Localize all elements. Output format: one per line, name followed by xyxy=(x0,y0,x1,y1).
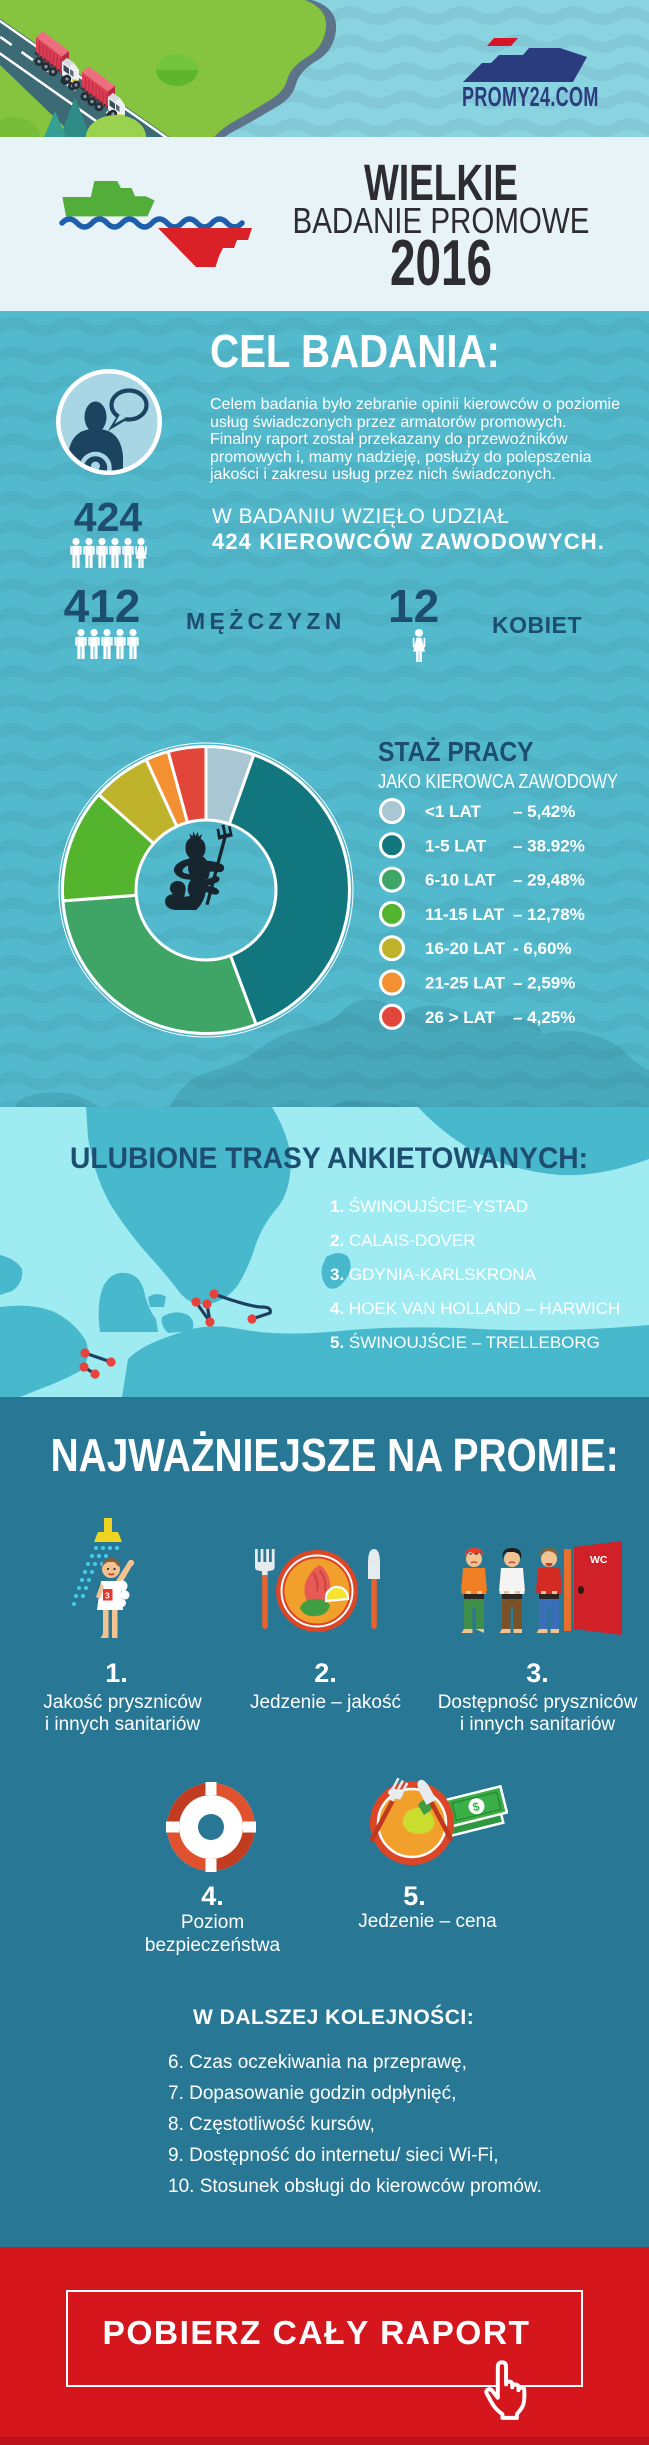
svg-text:$: $ xyxy=(471,1799,481,1814)
svg-text:WC: WC xyxy=(590,1554,608,1566)
svg-text:21-25 LAT: 21-25 LAT xyxy=(425,974,506,993)
svg-text:PROMY24.COM: PROMY24.COM xyxy=(462,81,599,112)
svg-text:– 5,42%: – 5,42% xyxy=(513,802,575,821)
svg-text:- 6,60%: - 6,60% xyxy=(513,939,572,958)
svg-text:3: 3 xyxy=(105,1591,110,1601)
svg-text:16-20 LAT: 16-20 LAT xyxy=(425,939,506,958)
svg-text:– 12,78%: – 12,78% xyxy=(513,905,585,924)
svg-text:<1 LAT: <1 LAT xyxy=(425,802,482,821)
svg-text:– 29,48%: – 29,48% xyxy=(513,871,585,890)
svg-text:6-10 LAT: 6-10 LAT xyxy=(425,871,496,890)
svg-text:– 4,25%: – 4,25% xyxy=(513,1008,575,1027)
svg-text:– 2,59%: – 2,59% xyxy=(513,974,575,993)
svg-text:1-5 LAT: 1-5 LAT xyxy=(425,836,487,855)
svg-text:11-15 LAT: 11-15 LAT xyxy=(425,905,505,924)
svg-text:26 > LAT: 26 > LAT xyxy=(425,1008,496,1027)
svg-text:– 38.92%: – 38.92% xyxy=(513,836,585,855)
